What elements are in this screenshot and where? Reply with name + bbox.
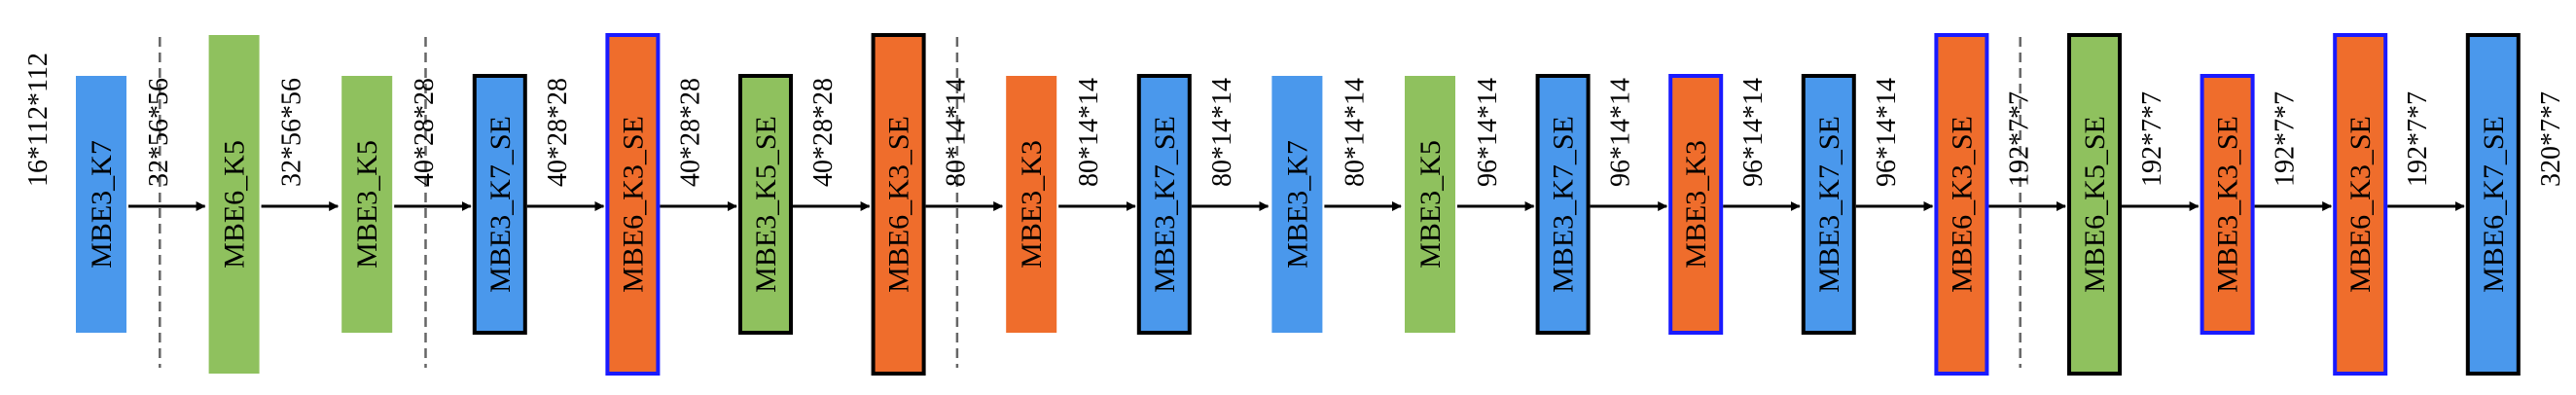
block-label: MBE6_K3_SE [617,116,649,293]
blocks-group: MBE3_K7 MBE6_K5 MBE3_K5 MBE3_K7_SE MBE6_K3_S… [76,33,2521,376]
block-7 [871,33,926,376]
block-label: MBE6_K3_SE [1946,116,1978,293]
block-19 [2465,33,2521,376]
block-1 [76,76,126,333]
block-label: MBE6_K5 [219,140,251,269]
output-dimension-label: 80*14*14 [942,78,972,187]
output-dimension-label: 80*14*14 [1074,78,1104,187]
output-dimension-label: 96*14*14 [1473,78,1503,187]
output-dimension-label: 96*14*14 [1872,78,1902,187]
output-dimension-label: 192*7*7 [2271,91,2301,187]
block-2 [208,35,260,374]
block-11 [1405,76,1455,333]
block-label: MBE3_K7_SE [1813,116,1845,293]
output-dimension-label: 96*14*14 [1738,78,1769,187]
output-dimension-label: 40*28*28 [808,78,839,187]
block-15 [1934,33,1989,376]
block-label: MBE3_K5 [1414,140,1447,269]
block-16 [2067,33,2122,376]
block-4 [472,74,527,335]
output-dimension-label: 40*28*28 [543,78,573,187]
block-label: MBE3_K7_SE [1149,116,1181,293]
block-label: MBE3_K7 [1281,140,1313,269]
block-3 [341,76,393,333]
output-dimension-label: 32*56*56 [277,78,307,187]
block-label: MBE3_K5 [351,140,383,269]
output-dimension-label: 96*14*14 [1606,78,1636,187]
block-10 [1271,76,1323,333]
block-9 [1136,74,1192,335]
block-label: MBE3_K3_SE [2212,116,2244,293]
block-18 [2333,33,2388,376]
block-label: MBE6_K3_SE [2344,116,2377,293]
block-label: MBE6_K7_SE [2478,116,2510,293]
block-5 [605,33,661,376]
block-label: MBE3_K3 [1680,140,1712,269]
block-13 [1668,74,1724,335]
output-dimension-label: 40*28*28 [675,78,705,187]
input-dimension-group: 16*112*112 [23,53,54,187]
block-12 [1535,74,1591,335]
output-dimension-label: 192*7*7 [2403,91,2433,187]
output-dimension-label: 40*28*28 [410,78,440,187]
block-6 [738,74,793,335]
input-dimension-label: 16*112*112 [23,53,54,187]
block-label: MBE3_K5_SE [750,116,782,293]
block-label: MBE3_K7 [86,140,118,269]
stage-dividers [159,37,2021,368]
output-dimension-label: 32*56*56 [144,78,174,187]
block-label: MBE3_K7_SE [484,116,517,293]
block-label: MBE3_K7_SE [1548,116,1580,293]
block-label: MBE3_K3 [1016,140,1048,269]
block-17 [2200,74,2255,335]
block-label: MBE6_K3_SE [883,116,915,293]
output-dimension-label: 320*7*7 [2536,91,2566,187]
output-dimension-label: 192*7*7 [2004,91,2034,187]
dimension-labels: 32*56*56 32*56*56 40*28*28 40*28*28 40*28*28… [144,78,2566,187]
output-dimension-label: 192*7*7 [2137,91,2167,187]
output-dimension-label: 80*14*14 [1207,78,1237,187]
output-dimension-label: 80*14*14 [1340,78,1370,187]
block-label: MBE6_K5_SE [2079,116,2111,293]
block-8 [1006,76,1057,333]
block-14 [1801,74,1856,335]
